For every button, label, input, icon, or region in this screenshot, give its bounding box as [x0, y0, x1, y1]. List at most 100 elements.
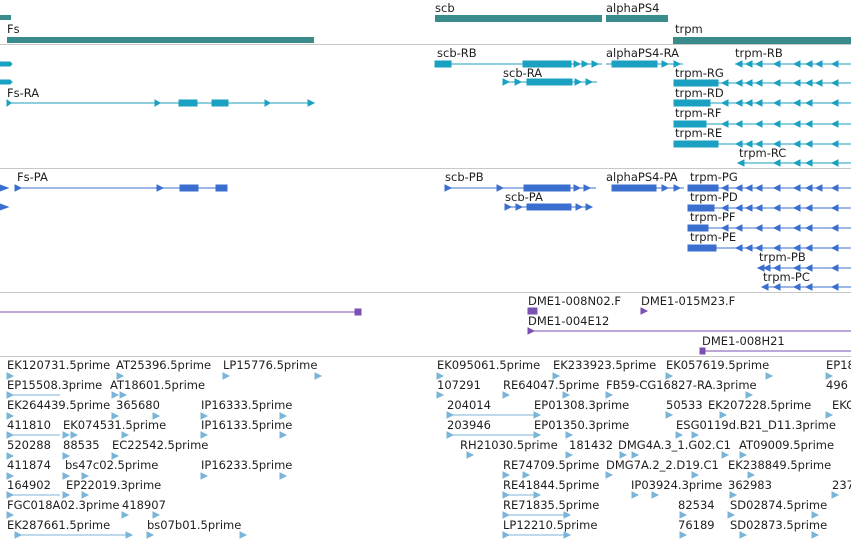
- est-label[interactable]: ESG0119d.B21_D11.3prime: [676, 418, 836, 432]
- est-label[interactable]: bs47c02.5prime: [65, 458, 159, 472]
- est-label[interactable]: 411874: [7, 458, 51, 472]
- clone-label-dme1-008n02[interactable]: DME1-008N02.F: [528, 294, 621, 308]
- transcript-label-trpm-rd[interactable]: trpm-RD: [675, 86, 724, 100]
- est-label[interactable]: 164902: [7, 478, 51, 492]
- clone-dme1-015m23[interactable]: [640, 307, 649, 315]
- clone-label-dme1-008h21[interactable]: DME1-008H21: [702, 334, 785, 348]
- est-label[interactable]: 418907: [122, 498, 166, 512]
- est-label[interactable]: 204014: [447, 398, 491, 412]
- gene-fs-bar[interactable]: [7, 37, 314, 43]
- transcript-label-trpm-rc[interactable]: trpm-RC: [739, 146, 787, 160]
- est-label[interactable]: bs07b01.5prime: [147, 518, 242, 532]
- protein-label-trpm-pg[interactable]: trpm-PG: [690, 170, 738, 184]
- exon-arrow[interactable]: [154, 99, 161, 107]
- est-label[interactable]: FGC018A02.3prime: [7, 498, 120, 512]
- exon-arrow[interactable]: [307, 99, 316, 107]
- est-label[interactable]: 50533: [666, 398, 703, 412]
- trpm-pc-glyph[interactable]: [760, 283, 851, 291]
- est-label[interactable]: IP16133.5prime: [201, 418, 293, 432]
- exon-block[interactable]: [522, 60, 572, 68]
- transcript-label-fs-ra[interactable]: Fs-RA: [7, 86, 40, 100]
- est-label[interactable]: EKC: [832, 398, 851, 412]
- est-label[interactable]: SD02874.5prime: [730, 498, 828, 512]
- est-label[interactable]: 237: [832, 478, 851, 492]
- est-label[interactable]: EK238849.5prime: [728, 458, 832, 472]
- transcript-label-trpm-rf[interactable]: trpm-RF: [675, 106, 722, 120]
- est-label[interactable]: RE74709.5prime: [503, 458, 600, 472]
- est-label[interactable]: 365680: [116, 398, 160, 412]
- protein-label-trpm-pb[interactable]: trpm-PB: [759, 250, 806, 264]
- protein-label-trpm-pe[interactable]: trpm-PE: [690, 230, 737, 244]
- protein-label-fs-pa[interactable]: Fs-PA: [17, 170, 48, 184]
- exon-block[interactable]: [434, 60, 452, 68]
- est-label[interactable]: EK264439.5prime: [7, 398, 111, 412]
- est-label[interactable]: 362983: [728, 478, 772, 492]
- trpm-rf-glyph[interactable]: [673, 120, 851, 128]
- est-label[interactable]: 76189: [678, 518, 715, 532]
- exon-arrow[interactable]: [6, 99, 12, 107]
- transcript-stub[interactable]: [0, 61, 13, 67]
- est-label[interactable]: EP01308.3prime: [534, 398, 630, 412]
- est-label[interactable]: AT25396.5prime: [116, 358, 212, 372]
- clone-label-dme1-004e12[interactable]: DME1-004E12: [528, 314, 610, 328]
- est-label[interactable]: LP12210.5prime: [503, 518, 598, 532]
- trpm-pe-glyph[interactable]: [687, 244, 851, 252]
- trpm-rd-glyph[interactable]: [673, 99, 851, 107]
- protein-label-trpm-pc[interactable]: trpm-PC: [763, 270, 810, 284]
- protein-stub[interactable]: [0, 203, 10, 211]
- trpm-pg-glyph[interactable]: [687, 184, 851, 192]
- transcript-label-trpm-rb[interactable]: trpm-RB: [735, 46, 783, 60]
- est-label[interactable]: 82534: [678, 498, 715, 512]
- est-label[interactable]: 203946: [447, 418, 491, 432]
- transcript-label-scb-rb[interactable]: scb-RB: [437, 46, 477, 60]
- est-label[interactable]: IP03924.3prime: [631, 478, 723, 492]
- est-label[interactable]: DMG7A.2_2.D19.C1: [606, 458, 719, 472]
- est-label[interactable]: 411810: [7, 418, 51, 432]
- protein-label-scb-pb[interactable]: scb-PB: [445, 170, 484, 184]
- trpm-re-glyph[interactable]: [673, 140, 851, 148]
- est-label[interactable]: EK233923.5prime: [553, 358, 657, 372]
- transcript-stub[interactable]: [0, 79, 13, 85]
- gene-label-scb[interactable]: scb: [435, 1, 455, 15]
- clone-label-dme1-015m23[interactable]: DME1-015M23.F: [641, 294, 736, 308]
- gene-label-trpm[interactable]: trpm: [675, 22, 703, 36]
- est-label[interactable]: EP18: [826, 358, 851, 372]
- est-label[interactable]: LP15776.5prime: [223, 358, 318, 372]
- est-label[interactable]: EP01350.3prime: [534, 418, 630, 432]
- est-label[interactable]: RE71835.5prime: [503, 498, 600, 512]
- trpm-rc-glyph[interactable]: [736, 159, 851, 167]
- protein-label-trpm-pd[interactable]: trpm-PD: [690, 190, 738, 204]
- gene-label-fs[interactable]: Fs: [7, 22, 20, 36]
- est-label[interactable]: RE64047.5prime: [503, 378, 600, 392]
- gene-trpm-bar[interactable]: [673, 37, 851, 44]
- est-label[interactable]: 107291: [437, 378, 481, 392]
- gene-scb-bar[interactable]: [435, 15, 602, 22]
- est-label[interactable]: 88535: [63, 438, 100, 452]
- transcript-label-scb-ra[interactable]: scb-RA: [503, 66, 543, 80]
- transcript-label-trpm-rg[interactable]: trpm-RG: [675, 66, 724, 80]
- est-label[interactable]: DMG4A.3_1.G02.C1: [618, 438, 731, 452]
- est-label[interactable]: EK120731.5prime: [7, 358, 111, 372]
- est-label[interactable]: EK207228.5prime: [708, 398, 812, 412]
- est-label[interactable]: AT18601.5prime: [110, 378, 206, 392]
- est-label[interactable]: EK287661.5prime: [7, 518, 111, 532]
- exon-block[interactable]: [178, 99, 198, 107]
- est-label[interactable]: EK095061.5prime: [437, 358, 541, 372]
- protein-label-alphaps4-pa[interactable]: alphaPS4-PA: [606, 170, 678, 184]
- est-label[interactable]: 496: [826, 378, 848, 392]
- transcript-label-trpm-re[interactable]: trpm-RE: [675, 126, 723, 140]
- trpm-pb-glyph[interactable]: [756, 264, 851, 272]
- est-label[interactable]: EP15508.3prime: [7, 378, 103, 392]
- est-label[interactable]: EC22542.5prime: [112, 438, 209, 452]
- est-label[interactable]: FB59-CG16827-RA.3prime: [606, 378, 757, 392]
- est-label[interactable]: RE41844.5prime: [503, 478, 600, 492]
- est-label[interactable]: RH21030.5prime: [460, 438, 558, 452]
- exon-block[interactable]: [211, 99, 229, 107]
- est-label[interactable]: IP16333.5prime: [201, 398, 293, 412]
- protein-label-trpm-pf[interactable]: trpm-PF: [690, 210, 736, 224]
- est-label[interactable]: AT09009.5prime: [739, 438, 835, 452]
- protein-label-scb-pa[interactable]: scb-PA: [505, 190, 543, 204]
- est-label[interactable]: EK074531.5prime: [63, 418, 167, 432]
- clone-dme1-008n02[interactable]: [527, 307, 538, 315]
- gene-label-alphaps4[interactable]: alphaPS4: [606, 1, 660, 15]
